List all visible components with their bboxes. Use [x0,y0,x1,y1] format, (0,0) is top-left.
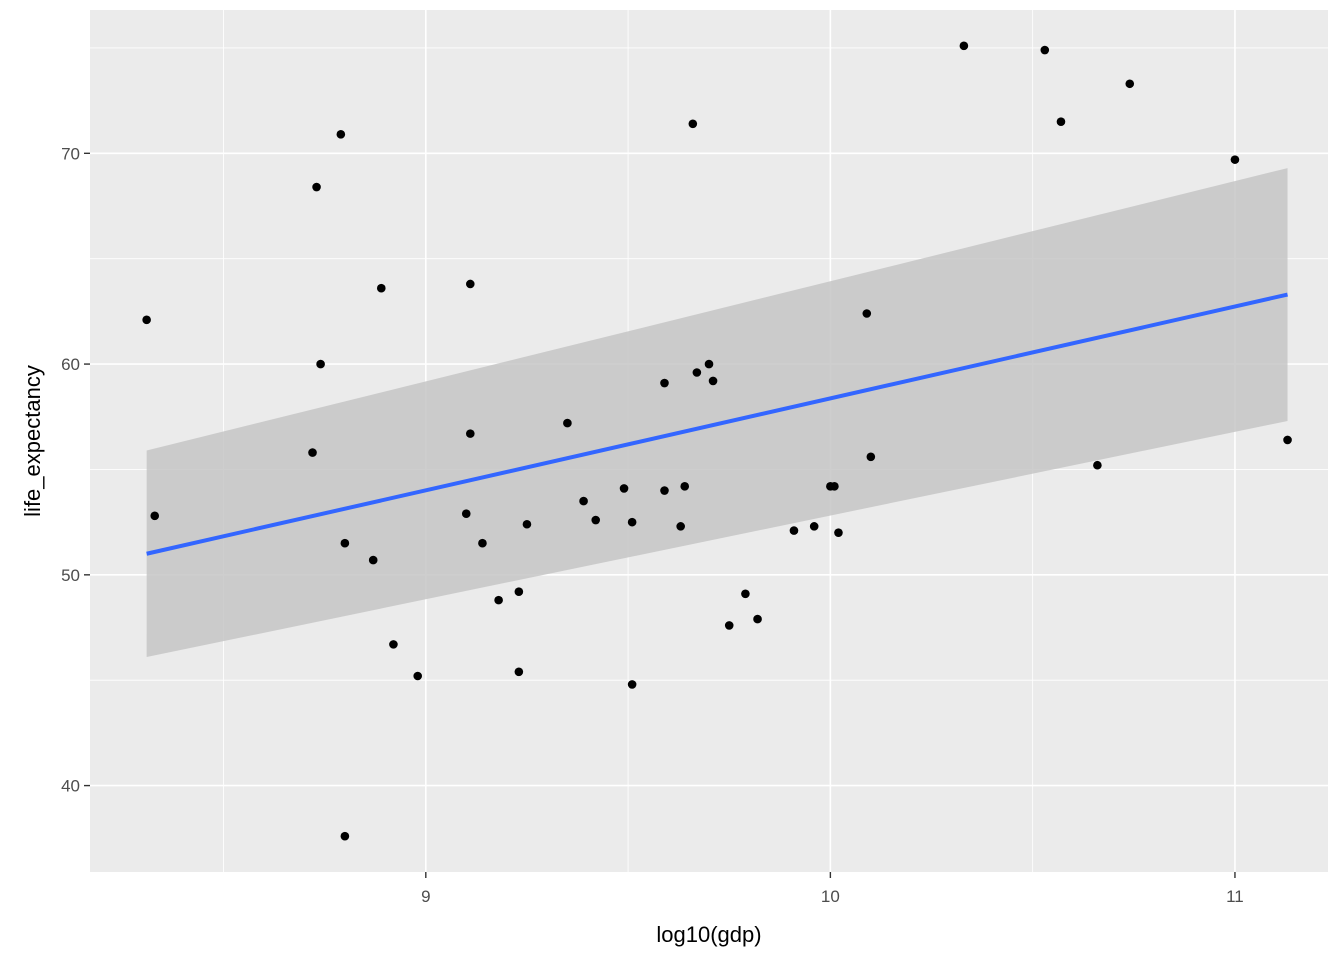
data-point [809,522,819,531]
data-point [959,41,969,51]
data-point [1040,45,1050,55]
y-tick-label: 70 [61,144,80,163]
y-axis-tick-labels: 40 50 60 70 [61,144,80,795]
y-tick-label: 50 [61,566,80,585]
data-point [514,587,524,596]
data-point [741,589,750,599]
x-axis-ticks [425,872,1236,878]
data-point [692,368,702,377]
data-point [1056,117,1066,127]
data-point [676,522,685,531]
data-point [142,315,151,325]
data-point [830,482,839,491]
data-point [150,511,160,521]
data-point [308,448,317,457]
data-point [1230,155,1240,164]
data-point [834,528,843,537]
data-point [340,538,350,548]
data-point [591,515,601,525]
x-tick-label: 10 [821,887,840,906]
data-point [494,595,503,605]
data-point [466,279,475,289]
data-point [753,614,762,624]
y-tick-label: 60 [61,355,80,374]
data-point [627,680,637,689]
data-point [336,130,346,139]
data-point [724,621,734,630]
data-point [789,526,799,535]
data-point [708,376,718,386]
data-point [862,309,872,318]
x-axis-tick-labels: 9 10 11 [421,887,1244,906]
y-axis-ticks [84,152,90,787]
data-point [478,538,487,548]
y-axis-title: life_expectancy [20,365,45,517]
data-point [340,831,350,841]
data-point [660,378,669,388]
x-axis-title: log10(gdp) [656,922,761,947]
data-point [389,640,398,649]
data-points [142,41,1292,841]
data-point [680,482,690,491]
data-point [514,667,524,677]
data-point [619,484,629,493]
data-point [368,555,378,565]
data-point [866,452,876,462]
data-point [522,519,532,529]
data-point [1283,435,1292,445]
confidence-band [146,168,1288,658]
data-point [660,486,669,495]
data-point [704,359,714,369]
data-point [461,509,471,519]
data-point [316,359,325,369]
data-point [1093,460,1102,470]
data-point [1125,79,1135,89]
data-point [413,671,423,681]
x-tick-label: 9 [421,887,430,906]
data-point [312,182,321,192]
data-point [376,283,386,293]
major-gridlines [90,10,1328,872]
x-tick-label: 11 [1226,887,1244,906]
data-point [466,429,475,438]
data-point [627,517,637,527]
data-point [563,418,572,428]
data-point [688,119,698,129]
data-point [579,496,588,506]
regression-line [146,292,1288,556]
y-tick-label: 40 [61,777,80,796]
